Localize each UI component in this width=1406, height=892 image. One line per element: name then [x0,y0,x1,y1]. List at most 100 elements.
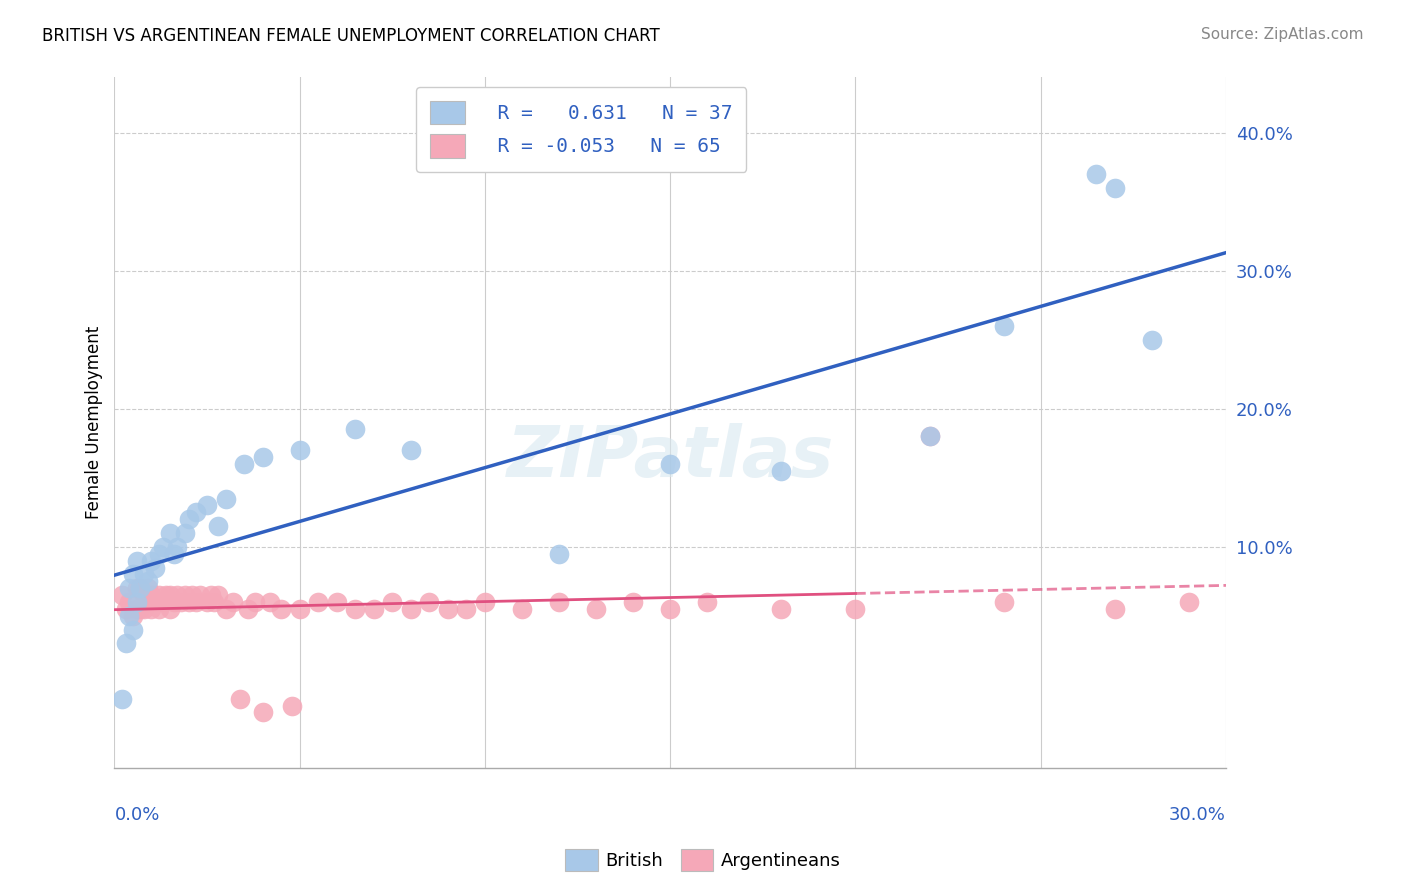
Point [659,602,682,616]
Legend: British, Argentineans: British, Argentineans [558,842,848,879]
Point [585,602,607,616]
Point [270,602,292,616]
Point [288,602,311,616]
Point [381,595,404,609]
Point [281,698,304,713]
Legend:   R =   0.631   N = 37,   R = -0.053   N = 65: R = 0.631 N = 37, R = -0.053 N = 65 [416,87,747,171]
Point [173,588,195,602]
Point [207,588,229,602]
Point [166,588,188,602]
Point [229,691,252,706]
Point [399,443,422,458]
Point [195,595,218,609]
Point [143,595,166,609]
Point [111,588,134,602]
Point [125,554,148,568]
Point [770,602,793,616]
Point [141,554,163,568]
Point [770,464,793,478]
Point [129,602,152,616]
Point [184,595,207,609]
Point [132,602,155,616]
Point [548,547,571,561]
Point [363,602,385,616]
Point [129,581,152,595]
Text: Source: ZipAtlas.com: Source: ZipAtlas.com [1201,27,1364,42]
Point [456,602,478,616]
Point [177,595,200,609]
Point [141,602,163,616]
Point [177,512,200,526]
Point [195,499,218,513]
Point [125,602,148,616]
Point [399,602,422,616]
Point [1104,602,1126,616]
Point [214,602,236,616]
Point [159,602,181,616]
Point [155,588,177,602]
Point [236,602,259,616]
Point [152,595,174,609]
Point [159,526,181,541]
Point [181,588,204,602]
Point [118,608,141,623]
Point [1178,595,1201,609]
Point [252,450,274,464]
Point [122,608,145,623]
Point [148,547,170,561]
Point [344,422,367,436]
Point [170,595,193,609]
Point [166,540,188,554]
Point [233,457,256,471]
Point [325,595,347,609]
Point [200,588,222,602]
Point [125,581,148,595]
Point [1104,181,1126,195]
Point [993,595,1015,609]
Point [173,526,195,541]
Point [418,595,440,609]
Text: 30.0%: 30.0% [1170,805,1226,823]
Point [621,595,644,609]
Point [245,595,267,609]
Point [118,595,141,609]
Point [184,505,207,519]
Point [129,581,152,595]
Point [148,602,170,616]
Point [132,567,155,582]
Point [1085,167,1108,181]
Point [188,588,211,602]
Point [163,547,186,561]
Point [114,636,136,650]
Point [122,567,145,582]
Point [136,581,159,595]
Text: BRITISH VS ARGENTINEAN FEMALE UNEMPLOYMENT CORRELATION CHART: BRITISH VS ARGENTINEAN FEMALE UNEMPLOYME… [42,27,659,45]
Point [159,588,181,602]
Point [141,588,163,602]
Point [136,595,159,609]
Point [125,595,148,609]
Point [204,595,226,609]
Point [344,602,367,616]
Text: ZIPatlas: ZIPatlas [506,423,834,491]
Point [252,706,274,720]
Point [918,429,941,443]
Point [659,457,682,471]
Point [152,540,174,554]
Point [136,574,159,589]
Point [132,588,155,602]
Point [844,602,866,616]
Point [148,588,170,602]
Point [918,429,941,443]
Point [214,491,236,506]
Point [259,595,281,609]
Y-axis label: Female Unemployment: Female Unemployment [86,326,103,519]
Point [510,602,533,616]
Text: 0.0%: 0.0% [114,805,160,823]
Point [307,595,329,609]
Point [1140,333,1163,347]
Point [111,691,134,706]
Point [143,560,166,574]
Point [548,595,571,609]
Point [993,318,1015,333]
